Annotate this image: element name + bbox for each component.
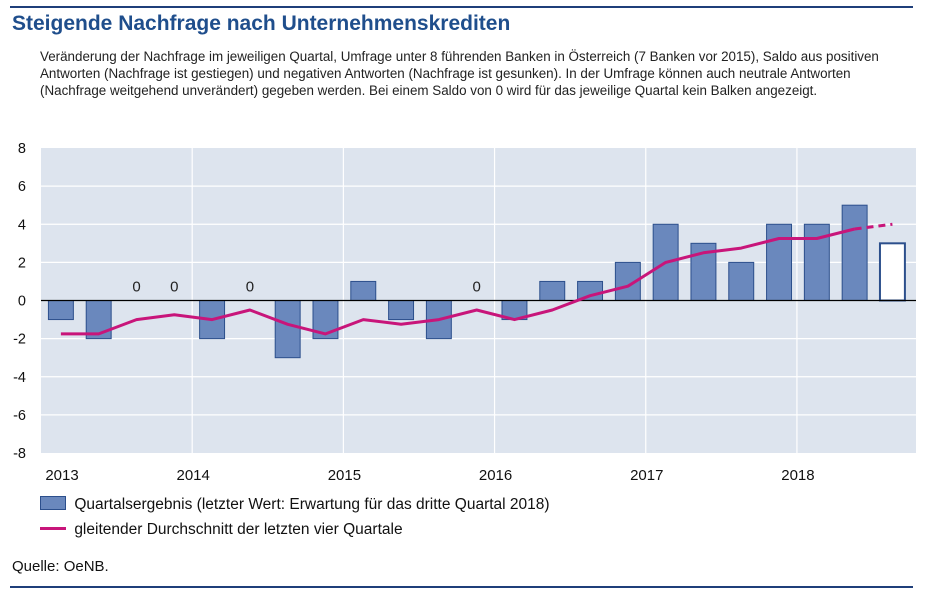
bar — [841, 204, 868, 301]
legend-item-line: gleitender Durchschnitt der letzten vier… — [40, 521, 403, 539]
zero-value-label: 0 — [170, 279, 178, 296]
source-note: Quelle: OeNB. — [12, 558, 109, 575]
moving-average-line — [60, 227, 855, 336]
bar — [274, 300, 301, 359]
legend-bar-swatch — [40, 496, 66, 510]
zero-value-label: 0 — [246, 279, 254, 296]
x-tick-label: 2013 — [45, 467, 78, 484]
legend-item-bars: Quartalsergebnis (letzter Wert: Erwartun… — [40, 496, 550, 514]
zero-value-label: 0 — [132, 279, 140, 296]
y-tick-label: 2 — [18, 255, 26, 271]
chart-title: Steigende Nachfrage nach Unternehmenskre… — [12, 12, 511, 35]
bar — [388, 300, 415, 321]
y-tick-label: 8 — [18, 141, 26, 157]
y-tick-label: -2 — [13, 332, 26, 348]
x-tick-label: 2016 — [479, 467, 512, 484]
chart-subtitle: Veränderung der Nachfrage im jeweiligen … — [40, 49, 879, 98]
y-tick-label: 0 — [18, 294, 26, 310]
zero-value-label: 0 — [472, 279, 480, 296]
y-tick-label: -6 — [13, 408, 26, 424]
y-tick-label: -8 — [13, 446, 26, 462]
bar — [766, 223, 793, 301]
y-tick-label: 6 — [18, 179, 26, 195]
top-rule — [10, 6, 913, 8]
bar — [728, 261, 755, 301]
bar — [350, 280, 377, 301]
x-tick-label: 2014 — [177, 467, 210, 484]
bottom-rule — [10, 586, 913, 588]
legend-line-label: gleitender Durchschnitt der letzten vier… — [74, 521, 403, 538]
x-tick-label: 2015 — [328, 467, 361, 484]
y-tick-label: -4 — [13, 370, 26, 386]
bar — [47, 300, 74, 321]
y-tick-label: 4 — [18, 217, 26, 233]
moving-average-line-forecast — [854, 222, 893, 231]
x-tick-label: 2018 — [781, 467, 814, 484]
bar-expectation — [878, 242, 906, 302]
bar — [539, 280, 566, 301]
x-tick-label: 2017 — [630, 467, 663, 484]
legend-bars-label: Quartalsergebnis (letzter Wert: Erwartun… — [74, 496, 550, 513]
legend-line-swatch — [40, 527, 66, 530]
